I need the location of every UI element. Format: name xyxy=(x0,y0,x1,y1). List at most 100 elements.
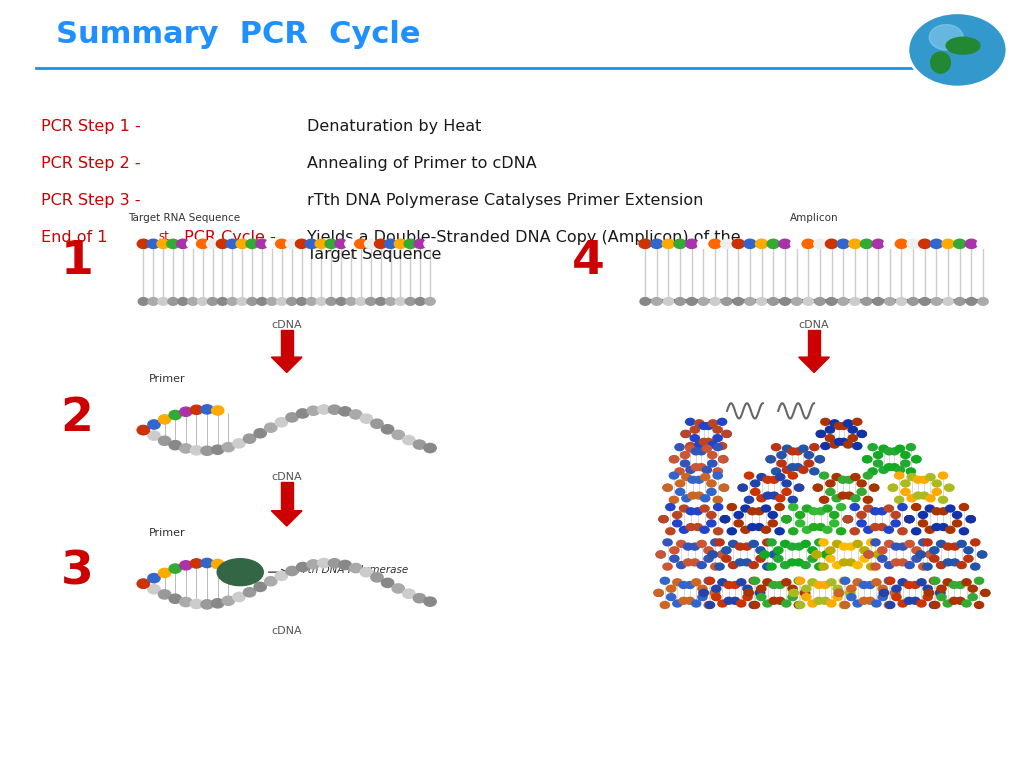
Text: Yields a Double-Stranded DNA Copy (Amplicon) of the
Target Sequence: Yields a Double-Stranded DNA Copy (Ampli… xyxy=(307,230,740,262)
Circle shape xyxy=(957,561,967,568)
Circle shape xyxy=(808,555,817,562)
Circle shape xyxy=(813,484,822,492)
Circle shape xyxy=(762,505,770,512)
Circle shape xyxy=(788,504,798,511)
Circle shape xyxy=(742,559,752,566)
Circle shape xyxy=(667,594,676,601)
Circle shape xyxy=(247,297,257,305)
Circle shape xyxy=(782,516,791,522)
Circle shape xyxy=(336,297,346,305)
Circle shape xyxy=(846,543,855,550)
Circle shape xyxy=(892,585,901,592)
Circle shape xyxy=(878,524,887,531)
Circle shape xyxy=(706,578,715,584)
Circle shape xyxy=(905,516,913,522)
Circle shape xyxy=(394,240,407,249)
Circle shape xyxy=(804,452,813,458)
Polygon shape xyxy=(271,511,302,526)
Circle shape xyxy=(930,578,939,584)
Circle shape xyxy=(825,555,835,562)
Circle shape xyxy=(699,590,709,596)
Circle shape xyxy=(782,488,792,495)
Circle shape xyxy=(967,516,975,522)
Text: Primer: Primer xyxy=(148,374,185,384)
Circle shape xyxy=(809,508,818,515)
Circle shape xyxy=(820,598,829,604)
Circle shape xyxy=(667,585,676,592)
Circle shape xyxy=(760,551,769,558)
Circle shape xyxy=(949,581,958,588)
Circle shape xyxy=(770,551,778,558)
Circle shape xyxy=(763,563,772,570)
Circle shape xyxy=(932,524,941,531)
Circle shape xyxy=(384,240,396,249)
Circle shape xyxy=(713,435,722,442)
Circle shape xyxy=(791,240,803,249)
Circle shape xyxy=(688,476,697,483)
Circle shape xyxy=(846,559,855,566)
Circle shape xyxy=(743,240,756,249)
Ellipse shape xyxy=(217,559,263,585)
Circle shape xyxy=(729,561,737,568)
Circle shape xyxy=(889,484,897,492)
Circle shape xyxy=(711,563,720,570)
Circle shape xyxy=(873,297,884,305)
Circle shape xyxy=(137,425,150,435)
Circle shape xyxy=(819,563,828,570)
Circle shape xyxy=(966,240,978,249)
Circle shape xyxy=(781,579,791,586)
Circle shape xyxy=(748,524,757,531)
Circle shape xyxy=(848,435,857,442)
Circle shape xyxy=(801,561,810,568)
Circle shape xyxy=(148,297,159,305)
Circle shape xyxy=(212,406,224,415)
Circle shape xyxy=(382,425,394,434)
Circle shape xyxy=(787,448,797,455)
Circle shape xyxy=(885,561,894,568)
Circle shape xyxy=(907,495,916,502)
Circle shape xyxy=(971,539,980,546)
Circle shape xyxy=(686,445,695,452)
Circle shape xyxy=(708,460,717,467)
Circle shape xyxy=(809,524,818,531)
Circle shape xyxy=(794,448,803,455)
Circle shape xyxy=(276,297,287,305)
Text: cDNA: cDNA xyxy=(271,626,302,636)
Circle shape xyxy=(790,590,799,596)
Circle shape xyxy=(402,435,415,445)
Circle shape xyxy=(718,579,727,586)
Circle shape xyxy=(721,516,729,522)
Circle shape xyxy=(710,297,720,305)
Text: PCR Step 2 -: PCR Step 2 - xyxy=(41,156,140,171)
Circle shape xyxy=(670,496,679,503)
Circle shape xyxy=(815,456,824,462)
Circle shape xyxy=(721,516,729,522)
Circle shape xyxy=(768,520,777,527)
Circle shape xyxy=(703,547,713,554)
Circle shape xyxy=(770,551,778,558)
Circle shape xyxy=(814,581,823,588)
Circle shape xyxy=(751,578,760,584)
Circle shape xyxy=(673,579,682,586)
Text: 2: 2 xyxy=(60,396,93,441)
Circle shape xyxy=(190,445,203,455)
Circle shape xyxy=(744,590,754,596)
Circle shape xyxy=(266,240,279,249)
Circle shape xyxy=(815,563,824,570)
Circle shape xyxy=(844,516,852,522)
Circle shape xyxy=(306,297,316,305)
Circle shape xyxy=(664,484,672,492)
Circle shape xyxy=(955,598,965,604)
Circle shape xyxy=(872,240,885,249)
Circle shape xyxy=(862,456,871,462)
Circle shape xyxy=(819,539,828,546)
Circle shape xyxy=(880,590,889,596)
Circle shape xyxy=(686,442,695,449)
Circle shape xyxy=(895,472,904,479)
Circle shape xyxy=(703,439,713,445)
Circle shape xyxy=(930,240,942,249)
Circle shape xyxy=(371,573,383,582)
Circle shape xyxy=(906,444,915,451)
Circle shape xyxy=(796,520,805,527)
Circle shape xyxy=(201,405,213,414)
